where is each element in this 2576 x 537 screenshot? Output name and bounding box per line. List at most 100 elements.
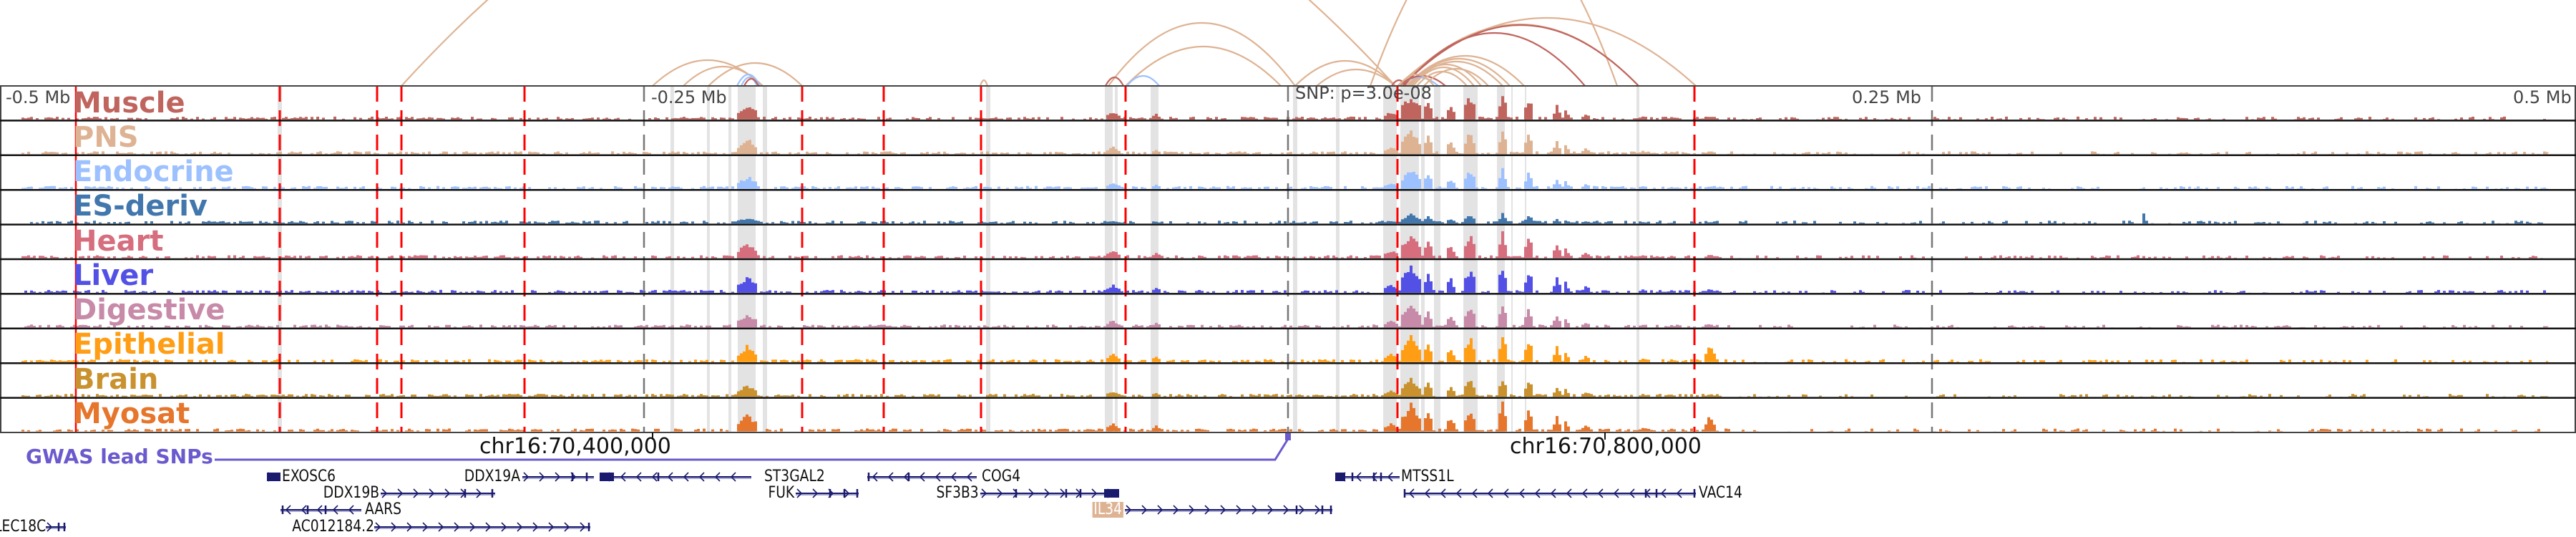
arrow-left-icon <box>1613 488 1619 498</box>
arrow-left-icon <box>1581 488 1588 498</box>
arrow-right-icon <box>454 522 460 532</box>
track-label-muscle: Muscle <box>73 87 185 120</box>
gwas-track-label: GWAS lead SNPs <box>26 445 213 468</box>
chromatin-loop-arc <box>979 79 989 87</box>
gene-label-sf3b3[interactable]: SF3B3 <box>936 484 979 502</box>
chromatin-loop-arc <box>683 65 763 87</box>
arrow-right-icon <box>381 488 388 498</box>
gene-label-fuk[interactable]: FUK <box>768 484 794 502</box>
coordinate-label-70400000: chr16:70,400,000 <box>479 434 671 459</box>
gene-label-mtss1l[interactable]: MTSS1L <box>1401 468 1454 485</box>
arrow-left-icon <box>348 505 354 515</box>
gene-label-ddx19a[interactable]: DDX19A <box>464 468 520 485</box>
gene-track <box>46 472 1696 532</box>
arrow-left-icon <box>1440 488 1446 498</box>
chromatin-loop-arc <box>1125 46 1282 87</box>
gene-model-il34 <box>1125 505 1332 515</box>
arrow-right-icon <box>1267 505 1274 515</box>
track-label-epithelial: Epithelial <box>73 328 225 361</box>
arrow-right-icon <box>539 472 545 482</box>
arrow-left-icon <box>919 472 925 482</box>
coordinate-label-70800000: chr16:70,800,000 <box>1510 434 1702 459</box>
gene-model-mtss1l <box>1335 472 1400 482</box>
scale-label-0-5: 0.5 Mb <box>2513 87 2572 107</box>
arrow-left-icon <box>1660 488 1667 498</box>
gene-label-ddx19b[interactable]: DDX19B <box>323 484 379 502</box>
arrow-left-icon <box>1550 488 1556 498</box>
chromatin-loop-arc <box>708 62 803 87</box>
gene-label-aars[interactable]: AARS <box>365 500 401 518</box>
track-label-digestive: Digestive <box>73 294 225 326</box>
arrow-left-icon <box>1629 488 1635 498</box>
signal-area <box>21 377 2549 397</box>
gene-label-st3gal2[interactable]: ST3GAL2 <box>764 468 825 485</box>
arrow-left-icon <box>1387 472 1393 482</box>
arrow-right-icon <box>1299 505 1305 515</box>
signal-area <box>21 96 2549 120</box>
arrow-right-icon <box>485 522 492 532</box>
arrow-right-icon <box>1252 505 1258 515</box>
arrow-right-icon <box>501 522 507 532</box>
track-label-liver: Liver <box>73 259 154 292</box>
arrow-right-icon <box>47 522 53 532</box>
arrow-left-icon <box>1471 488 1478 498</box>
gene-label-clec18c[interactable]: CLEC18C <box>0 518 46 536</box>
gene-model-vac14 <box>1403 488 1696 498</box>
gene-model-clec18c <box>46 522 66 532</box>
arrow-left-icon <box>1424 488 1430 498</box>
chromatin-loop-arc <box>741 76 758 87</box>
chromatin-loop-arc <box>1413 67 1475 87</box>
scale-label-minus-0-5: -0.5 Mb <box>6 87 71 107</box>
arrow-left-icon <box>1371 472 1377 482</box>
arrow-left-icon <box>887 472 894 482</box>
arrow-left-icon <box>966 472 972 482</box>
arrow-right-icon <box>1141 505 1148 515</box>
exon-block <box>1335 473 1345 481</box>
gene-label-exosc6[interactable]: EXOSC6 <box>282 468 336 485</box>
arrow-left-icon <box>1408 488 1415 498</box>
arrow-left-icon <box>1597 488 1604 498</box>
arrow-right-icon <box>580 522 586 532</box>
arrow-right-icon <box>548 522 555 532</box>
signal-track-es-deriv <box>21 213 2549 224</box>
arrow-right-icon <box>517 522 523 532</box>
arrow-left-icon <box>1487 488 1493 498</box>
arrow-right-icon <box>438 522 444 532</box>
arrow-left-icon <box>332 505 338 515</box>
arrow-left-icon <box>950 472 957 482</box>
exon-block <box>267 473 280 481</box>
chromatin-loop-arc <box>1391 79 1407 87</box>
arrow-right-icon <box>844 488 850 498</box>
gene-label-cog4[interactable]: COG4 <box>982 468 1021 485</box>
arrow-right-icon <box>981 488 987 498</box>
gene-model-ddx19b <box>381 488 495 498</box>
arrow-right-icon <box>812 488 819 498</box>
arrow-left-icon <box>1455 488 1462 498</box>
arrow-left-icon <box>935 472 941 482</box>
arrow-right-icon <box>1204 505 1211 515</box>
arrow-left-icon <box>872 472 878 482</box>
gwas-track <box>215 433 1291 461</box>
chromatin-loop-arc <box>1423 68 1489 87</box>
chromatin-loop-arc <box>1402 24 1639 87</box>
gene-model-aars <box>280 505 361 515</box>
gene-label-vac14[interactable]: VAC14 <box>1699 484 1742 502</box>
gene-label-il34[interactable]: IL34 <box>1092 500 1123 518</box>
arrow-left-icon <box>316 505 323 515</box>
scale-label-minus-0-25: -0.25 Mb <box>651 87 727 107</box>
track-label-pns: PNS <box>73 121 139 154</box>
gene-model-ac012184-2 <box>374 522 590 532</box>
arrow-right-icon <box>1126 505 1132 515</box>
signal-track-brain <box>21 377 2549 397</box>
chromatin-loop-arc <box>401 0 1396 87</box>
chromatin-loop-arc <box>1126 74 1160 87</box>
arrow-right-icon <box>476 488 482 498</box>
arrow-right-icon <box>1283 505 1289 515</box>
arrow-left-icon <box>667 472 673 482</box>
arrow-right-icon <box>1220 505 1226 515</box>
chromatin-loop-arc <box>1316 68 1396 87</box>
chromatin-loop-arc <box>1405 55 1525 87</box>
gene-label-ac012184-2[interactable]: AC012184.2 <box>292 518 374 536</box>
track-label-es-deriv: ES-deriv <box>73 190 208 223</box>
